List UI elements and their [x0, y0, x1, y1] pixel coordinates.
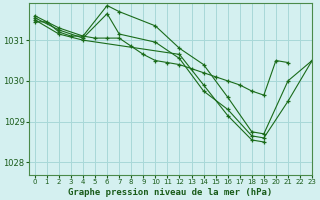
X-axis label: Graphe pression niveau de la mer (hPa): Graphe pression niveau de la mer (hPa) [68, 188, 273, 197]
